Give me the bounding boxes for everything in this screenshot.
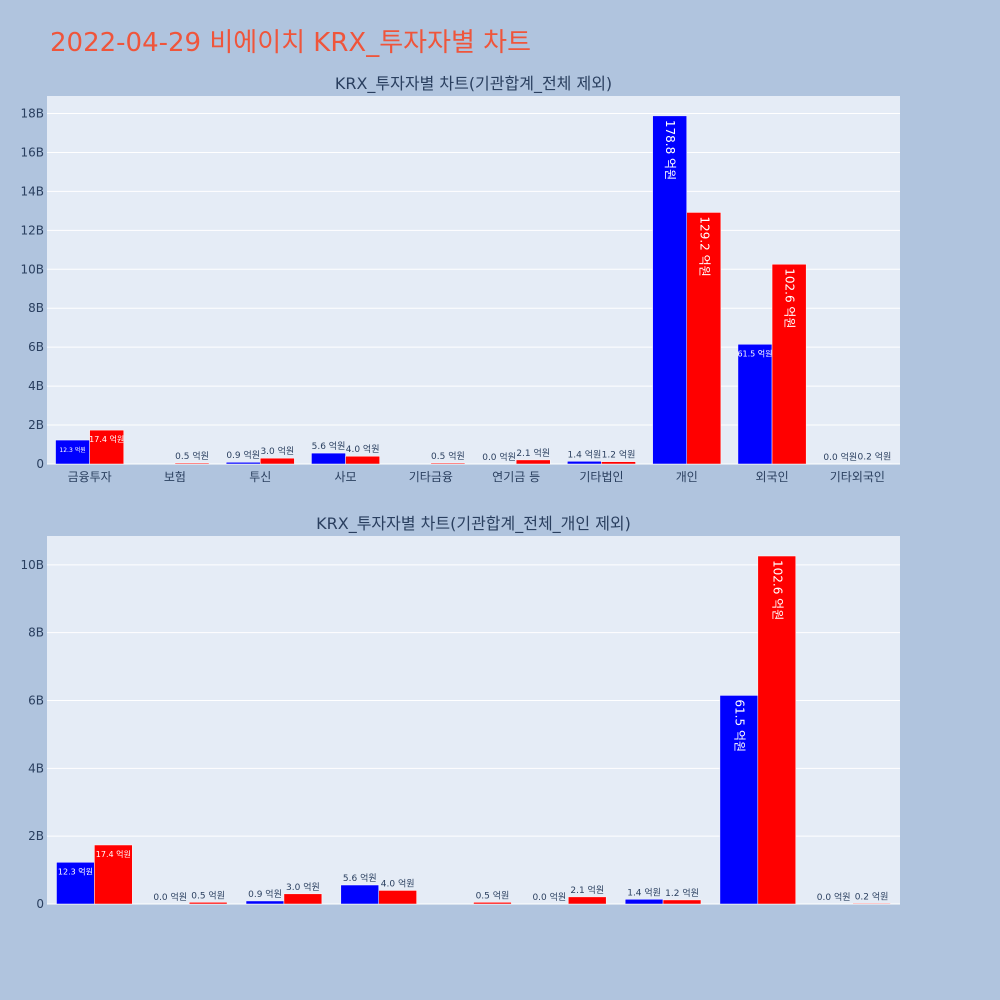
bar — [311, 452, 346, 465]
x-tick-label: 기타금융 — [409, 470, 453, 484]
bar — [188, 902, 228, 905]
bar — [624, 899, 664, 905]
y-tick-label: 2B — [28, 829, 44, 843]
bar-label: 0.0 억원 — [532, 891, 566, 903]
bar-label: 0.9 억원 — [226, 449, 260, 461]
chart-title: KRX_투자자별 차트(기관합계_전체 제외) — [335, 74, 612, 94]
y-tick-label: 12B — [20, 223, 44, 237]
y-tick-label: 6B — [28, 340, 44, 354]
bar — [345, 455, 380, 465]
bar — [852, 903, 891, 905]
y-tick-label: 0 — [36, 897, 44, 910]
bar-label: 0.0 억원 — [153, 891, 187, 903]
x-tick-label: 보험 — [164, 470, 186, 484]
y-tick-label: 16B — [20, 145, 44, 159]
x-tick-label: 기타법인 — [579, 470, 623, 484]
bar-label: 1.4 억원 — [568, 448, 602, 460]
bar — [601, 461, 636, 465]
y-tick-label: 14B — [20, 184, 44, 198]
bar-label: 61.5 억원 — [732, 699, 746, 752]
bar — [473, 902, 512, 905]
bar-label: 12.3 억원 — [58, 866, 93, 876]
bar-label: 2.1 억원 — [516, 447, 550, 459]
x-tick-label: 금융투자 — [68, 470, 112, 484]
y-tick-label: 10B — [20, 262, 44, 276]
chart-top: 0 2B 4B 6B 8B 10B 12B 14B 16B 18B KRX_투자자별 차트(기관합계… — [20, 74, 900, 484]
bar-label: 1.2 억원 — [665, 887, 699, 899]
x-tick-label: 투신 — [249, 470, 271, 484]
bar — [567, 461, 602, 465]
bar-label: 102.6 억원 — [783, 268, 797, 328]
bar — [378, 890, 417, 905]
bar-label: 0.9 억원 — [248, 888, 282, 900]
bar — [89, 429, 125, 465]
y-tick-label: 10B — [20, 558, 44, 572]
bar — [737, 344, 773, 465]
y-tick-label: 4B — [28, 761, 44, 775]
chart-title: KRX_투자자별 차트(기관합계_전체_개인 제외) — [316, 514, 631, 534]
bar — [757, 555, 796, 905]
bar — [260, 457, 295, 465]
bar-label: 4.0 억원 — [381, 877, 415, 889]
bar-label: 2.1 억원 — [570, 884, 604, 896]
bar-label: 0.0 억원 — [817, 891, 851, 903]
bar-label: 0.5 억원 — [175, 450, 209, 462]
bar — [283, 893, 323, 905]
y-tick-label: 8B — [28, 301, 44, 315]
y-tick-label: 8B — [28, 626, 44, 640]
bar — [174, 462, 210, 465]
bar-label: 102.6 억원 — [770, 560, 784, 620]
bar-label: 178.8 억원 — [663, 120, 677, 180]
bar-label: 0.5 억원 — [431, 450, 465, 462]
bar-label: 0.2 억원 — [858, 451, 892, 463]
bar-label: 4.0 억원 — [346, 443, 380, 455]
bar-label: 17.4 억원 — [96, 849, 131, 859]
y-tick-label: 4B — [28, 379, 44, 393]
bar — [225, 461, 261, 465]
bar — [652, 115, 688, 465]
x-tick-label: 외국인 — [755, 470, 788, 484]
bar — [662, 899, 702, 905]
bar — [430, 462, 466, 465]
y-tick-label: 6B — [28, 693, 44, 707]
bar — [340, 884, 379, 905]
bar-label: 3.0 억원 — [260, 445, 294, 457]
bar — [515, 459, 551, 465]
bar — [245, 900, 285, 905]
bar-label: 3.0 억원 — [286, 881, 320, 893]
bar — [94, 844, 133, 905]
bar-label: 0.0 억원 — [482, 451, 516, 463]
bar — [568, 896, 607, 905]
x-tick-label: 기타외국인 — [830, 470, 885, 484]
bar-label: 0.0 억원 — [823, 451, 857, 463]
bar-label: 129.2 억원 — [697, 216, 711, 276]
bar-label: 17.4 억원 — [89, 434, 124, 444]
y-tick-label: 2B — [28, 418, 44, 432]
page-title: 2022-04-29 비에이치 KRX_투자자별 차트 — [50, 28, 532, 58]
bar-label: 0.5 억원 — [191, 889, 225, 901]
bar-label: 5.6 억원 — [343, 872, 377, 884]
bar-label: 0.5 억원 — [476, 889, 510, 901]
bar-label: 5.6 억원 — [312, 440, 346, 452]
bar — [686, 212, 722, 465]
bar-label: 61.5 억원 — [737, 348, 772, 358]
bar-label: 1.2 억원 — [602, 449, 636, 461]
bar-label: 0.2 억원 — [855, 890, 889, 902]
bar — [771, 263, 807, 465]
bar — [719, 695, 759, 905]
x-tick-label: 개인 — [676, 470, 698, 484]
y-tick-label: 18B — [20, 107, 44, 121]
x-tick-label: 사모 — [335, 470, 357, 484]
bar-label: 12.3 억원 — [59, 446, 85, 454]
bar-label: 1.4 억원 — [627, 886, 661, 898]
x-tick-label: 연기금 등 — [492, 470, 540, 484]
y-tick-label: 0 — [36, 457, 44, 471]
